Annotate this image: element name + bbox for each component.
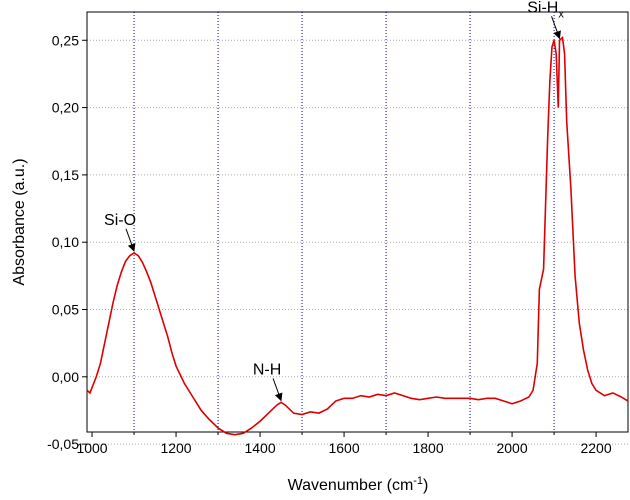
annotation-text: Si-O <box>104 212 136 229</box>
annotation: Si-O <box>104 212 136 229</box>
y-tick-label: 0,05 <box>52 302 79 318</box>
x-tick-label: 1000 <box>76 440 107 456</box>
annotation: N-H <box>253 361 281 378</box>
x-tick-label: 2200 <box>580 440 611 456</box>
annotation-text: Si-H <box>527 0 558 16</box>
y-tick-label: -0,05 <box>47 436 79 452</box>
x-tick-label: 1800 <box>412 440 443 456</box>
annotation: Si-Hx <box>527 0 564 20</box>
annotation-sub: x <box>558 8 564 20</box>
y-tick-label: 0,00 <box>52 369 79 385</box>
y-tick-label: 0,15 <box>52 167 79 183</box>
annotation-arrow <box>125 228 136 252</box>
x-tick-label: 2000 <box>496 440 527 456</box>
y-tick-label: 0,25 <box>52 32 79 48</box>
spectrum-line <box>86 35 629 436</box>
annotation-arrow <box>551 16 561 40</box>
y-tick-label: 0,10 <box>52 234 79 250</box>
plot-frame <box>86 11 629 433</box>
x-tick-label: 1400 <box>244 440 275 456</box>
y-axis-label: Absorbance (a.u.) <box>11 158 28 285</box>
annotation-arrow <box>272 378 283 402</box>
x-axis-label: Wavenumber (cm-1) <box>288 475 429 494</box>
y-tick-label: 0,20 <box>52 100 79 116</box>
x-tick-label: 1200 <box>160 440 191 456</box>
annotation-text: N-H <box>253 361 281 378</box>
x-tick-label: 1600 <box>328 440 359 456</box>
